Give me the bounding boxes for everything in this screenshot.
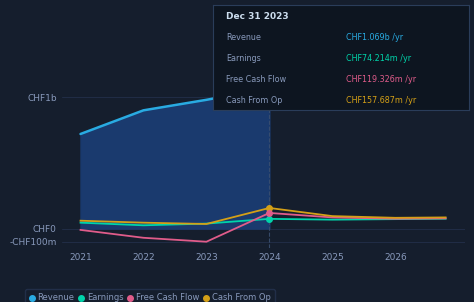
Text: Revenue: Revenue [226,33,261,42]
Text: Cash From Op: Cash From Op [226,97,283,105]
Text: CHF119.326m /yr: CHF119.326m /yr [346,75,417,84]
Text: CHF74.214m /yr: CHF74.214m /yr [346,54,411,63]
Text: Analysts Forecasts: Analysts Forecasts [274,68,358,77]
Text: Free Cash Flow: Free Cash Flow [226,75,286,84]
Text: Past: Past [246,68,264,77]
Text: Dec 31 2023: Dec 31 2023 [226,12,289,21]
Text: Earnings: Earnings [226,54,261,63]
Legend: Revenue, Earnings, Free Cash Flow, Cash From Op: Revenue, Earnings, Free Cash Flow, Cash … [26,289,275,302]
Text: CHF1.069b /yr: CHF1.069b /yr [346,33,403,42]
Text: CHF157.687m /yr: CHF157.687m /yr [346,97,417,105]
